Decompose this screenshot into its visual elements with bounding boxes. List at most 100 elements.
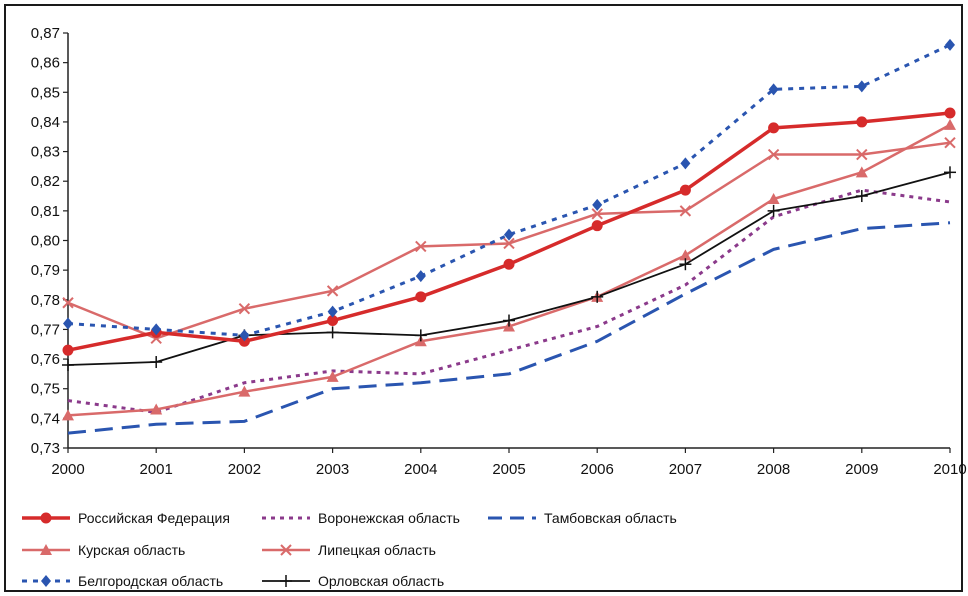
marker-stroke: [679, 205, 692, 217]
legend-marker: [40, 544, 52, 555]
marker-stroke: [944, 136, 956, 149]
data-point: [591, 290, 604, 303]
legend-marker: [280, 575, 292, 587]
data-point: [415, 291, 427, 303]
data-point: [856, 116, 868, 128]
data-point: [944, 107, 956, 119]
data-point: [62, 297, 74, 309]
legend-label: Тамбовская область: [544, 510, 677, 526]
data-point: [856, 80, 867, 93]
series-line-3: [67, 123, 951, 417]
marker-stroke: [591, 208, 603, 220]
data-point: [768, 122, 780, 134]
series-markers: [62, 38, 956, 421]
x-tick-label: 2003: [316, 461, 349, 478]
data-point: [62, 344, 74, 356]
data-point: [767, 148, 780, 161]
data-point: [503, 258, 515, 270]
y-tick-label: 0,86: [31, 55, 60, 72]
marker-stroke: [238, 302, 251, 315]
legend-item: Орловская область: [262, 573, 444, 589]
y-tick-label: 0,78: [31, 292, 60, 309]
data-point: [62, 409, 74, 421]
data-point: [238, 385, 251, 397]
data-point: [414, 329, 427, 342]
legend-item: Тамбовская область: [488, 510, 677, 526]
y-tick-label: 0,76: [31, 351, 60, 368]
data-point: [239, 329, 250, 342]
legend-marker: [280, 544, 292, 556]
data-point: [150, 356, 163, 369]
legend-item: Воронежская область: [262, 510, 460, 526]
y-tick-label: 0,84: [31, 114, 60, 131]
marker-stroke: [326, 285, 339, 297]
legend-label: Воронежская область: [318, 510, 460, 526]
data-point: [326, 370, 339, 382]
legend-marker: [40, 512, 52, 524]
marker-stroke: [280, 544, 292, 556]
data-point: [151, 323, 162, 336]
x-tick-label: 2004: [404, 461, 437, 478]
data-point: [592, 198, 603, 211]
x-tick-label: 2006: [581, 461, 614, 478]
y-tick-label: 0,80: [31, 233, 60, 250]
data-point: [944, 166, 956, 179]
legend-marker: [41, 575, 51, 587]
legend-label: Орловская область: [318, 573, 444, 589]
marker-stroke: [415, 240, 427, 253]
data-point: [326, 285, 339, 297]
y-tick-label: 0,83: [31, 144, 60, 161]
y-tick-label: 0,82: [31, 173, 60, 190]
data-point: [679, 205, 692, 217]
data-point: [415, 240, 427, 253]
legend-label: Липецкая область: [318, 542, 436, 558]
data-point: [415, 270, 426, 283]
data-point: [503, 314, 515, 327]
y-tick-label: 0,81: [31, 203, 60, 220]
data-point: [503, 237, 515, 250]
x-tick-label: 2000: [51, 461, 84, 478]
data-point: [768, 83, 779, 96]
x-tick-label: 2008: [757, 461, 790, 478]
legend-label: Белгородская область: [78, 573, 223, 589]
marker-stroke: [856, 148, 868, 161]
legend-label: Курская область: [78, 542, 185, 558]
data-point: [679, 258, 692, 271]
series-line-1: [67, 188, 951, 414]
x-tick-label: 2005: [492, 461, 525, 478]
data-point: [591, 208, 603, 220]
y-tick-label: 0,79: [31, 262, 60, 279]
series-line-5: [67, 43, 951, 337]
data-point: [855, 190, 868, 203]
y-tick-label: 0,85: [31, 84, 60, 101]
legend-item: Липецкая область: [262, 542, 436, 558]
legend: Российская Федерация Воронежская область Т…: [22, 510, 677, 589]
x-tick-label: 2001: [140, 461, 173, 478]
y-axis-tick-labels: 0,73 0,74 0,75 0,76 0,77 0,78 0,79 0,80 0,81 0,82…: [31, 25, 68, 457]
data-point: [504, 228, 514, 241]
marker-stroke: [503, 237, 515, 250]
data-point: [767, 204, 780, 217]
y-tick-label: 0,75: [31, 381, 60, 398]
x-axis-tick-labels: 2000 2001 2002 2003 2004 2005 2006 2007 2008 2009…: [51, 448, 967, 478]
chart-frame: [4, 4, 963, 592]
data-point: [238, 302, 251, 315]
legend-item: Белгородская область: [22, 573, 223, 589]
x-tick-label: 2002: [228, 461, 261, 478]
data-point: [944, 118, 956, 130]
x-tick-label: 2009: [845, 461, 878, 478]
marker-stroke: [62, 297, 74, 309]
data-point: [150, 403, 163, 415]
marker-stroke: [767, 148, 780, 161]
data-point: [855, 166, 868, 178]
data-point: [63, 317, 73, 330]
data-point: [327, 305, 338, 318]
y-tick-label: 0,77: [31, 321, 60, 338]
data-point: [680, 157, 691, 170]
series-line-2: [67, 221, 951, 435]
data-point: [856, 148, 868, 161]
y-tick-label: 0,73: [31, 440, 60, 457]
data-point: [591, 220, 603, 232]
legend-item: Курская область: [22, 542, 185, 558]
